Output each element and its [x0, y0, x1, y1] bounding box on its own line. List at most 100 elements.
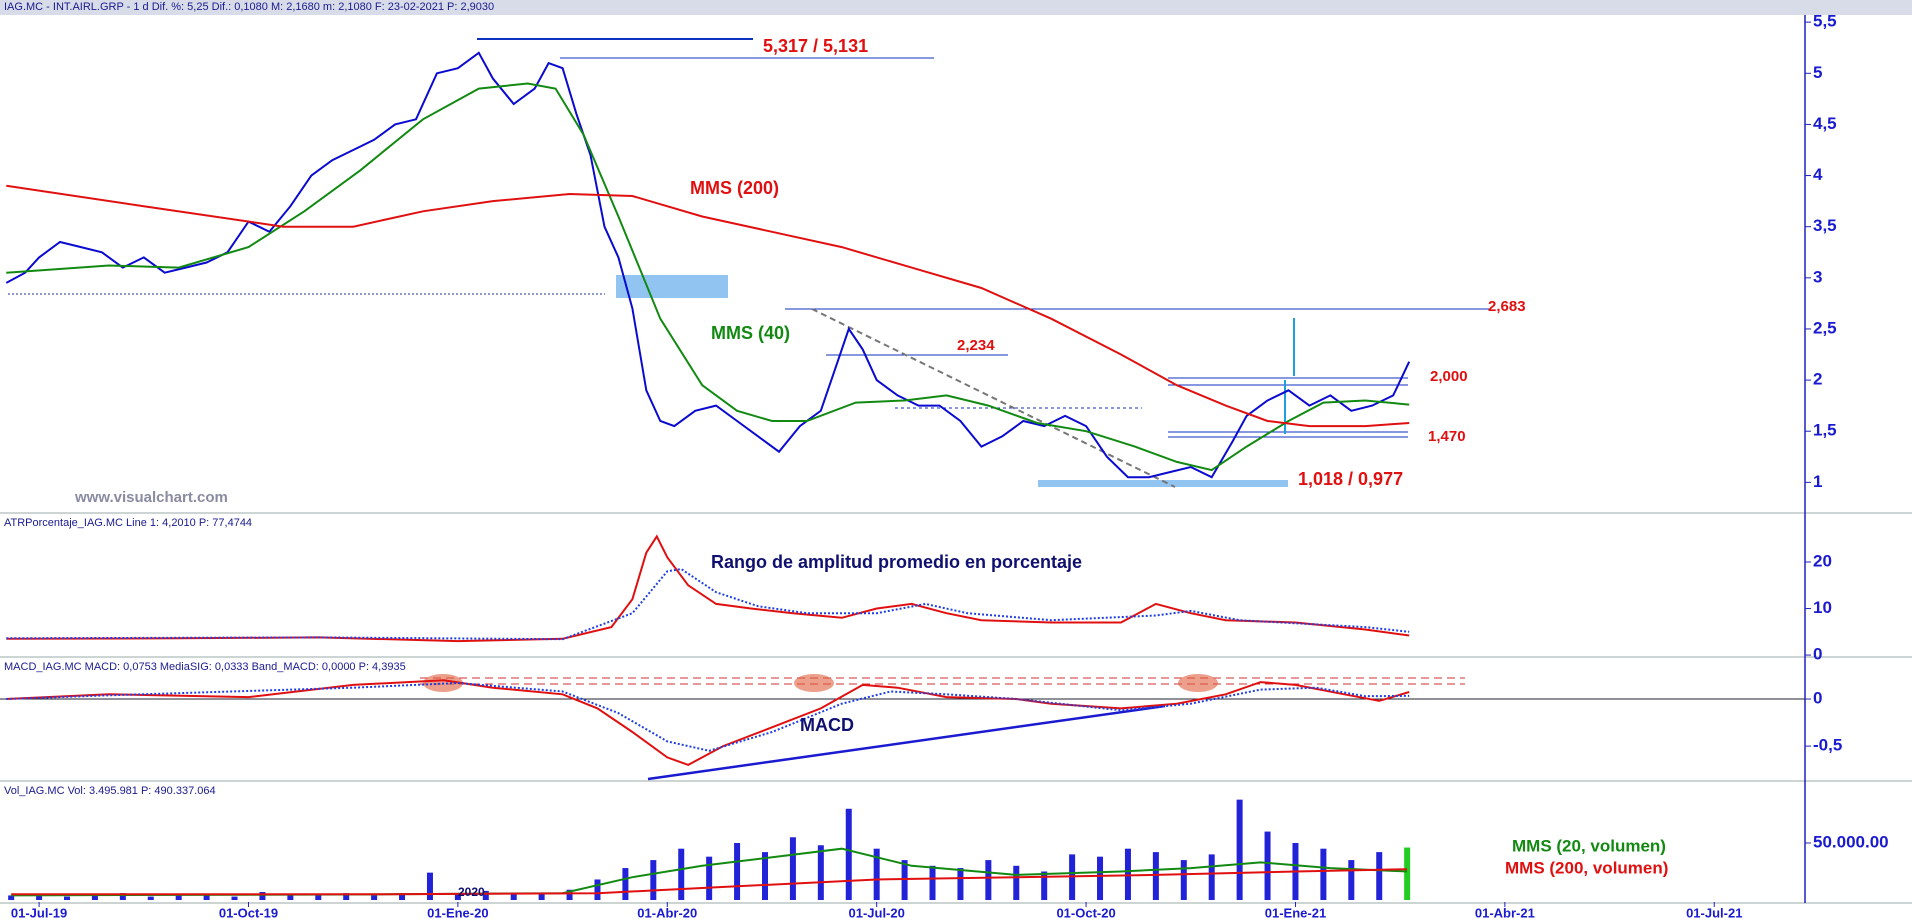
bar — [1013, 865, 1020, 901]
bar — [8, 895, 15, 901]
series-line — [6, 82, 1410, 472]
annotation: 5,317 / 5,131 — [763, 36, 868, 56]
bar — [845, 808, 852, 901]
annotation: MACD — [800, 715, 854, 735]
price-drawings — [8, 38, 1490, 488]
y-tick-label: -0,5 — [1813, 736, 1842, 755]
x-tick-label: 01-Abr-20 — [637, 905, 697, 920]
annotation: 2,000 — [1430, 368, 1468, 385]
bar — [566, 889, 573, 901]
annotation: MMS (40) — [711, 323, 790, 343]
bar — [454, 894, 461, 901]
panel-title: ATRPorcentaje_IAG.MC Line 1: 4,2010 P: 7… — [4, 517, 252, 529]
annotation: MMS (20, volumen) — [1512, 836, 1666, 855]
panel-title: Vol_IAG.MC Vol: 3.495.981 P: 490.337.064 — [4, 785, 216, 797]
bar — [1376, 852, 1383, 901]
bar — [929, 865, 936, 901]
bar — [706, 856, 713, 901]
y-tick-label: 4,5 — [1813, 114, 1837, 133]
y-tick-label: 0 — [1813, 689, 1822, 708]
bar — [371, 895, 378, 901]
bar — [1320, 848, 1327, 901]
y-tick-label: 4 — [1813, 165, 1823, 184]
panel-title: IAG.MC - INT.AIRL.GRP - 1 d Dif. %: 5,25… — [4, 1, 494, 13]
support-box — [1038, 480, 1288, 487]
series-line — [11, 868, 1408, 896]
y-tick-label: 5 — [1813, 63, 1822, 82]
bar — [678, 848, 685, 901]
annotation: MMS (200, volumen) — [1505, 858, 1668, 877]
bar — [1124, 848, 1131, 901]
bar — [426, 872, 433, 901]
bar — [119, 893, 126, 901]
y-tick-label: 10 — [1813, 598, 1832, 617]
x-tick-label: 01-Jul-20 — [848, 905, 904, 920]
annotation: www.visualchart.com — [74, 489, 228, 506]
bar — [622, 868, 629, 901]
bar — [650, 860, 657, 901]
bar — [817, 845, 824, 901]
x-tick-label: 01-Ene-20 — [427, 905, 488, 920]
bar — [91, 895, 98, 901]
bar — [594, 879, 601, 901]
header-band — [0, 0, 1912, 15]
bar — [287, 895, 294, 901]
series-line — [6, 184, 1410, 428]
bar — [1348, 860, 1355, 901]
bar — [64, 896, 71, 901]
y-tick-label: 0 — [1813, 645, 1822, 664]
y-tick-label: 5,5 — [1813, 12, 1837, 31]
bar — [957, 868, 964, 901]
bar — [343, 893, 350, 901]
bar — [985, 860, 992, 901]
bar — [147, 896, 154, 901]
bar — [259, 892, 266, 901]
bar — [901, 860, 908, 901]
x-tick-label: 01-Oct-19 — [219, 905, 278, 920]
annotation: 2,683 — [1488, 298, 1526, 315]
x-tick-label: 01-Jul-19 — [11, 905, 67, 920]
x-tick-label: 01-Oct-20 — [1056, 905, 1115, 920]
annotation: Rango de amplitud promedio en porcentaje — [711, 552, 1082, 572]
bar — [761, 852, 768, 901]
bar — [1264, 831, 1271, 901]
bar — [1097, 856, 1104, 901]
bar — [734, 842, 741, 901]
annotation: 1,470 — [1428, 428, 1466, 445]
panel-title: MACD_IAG.MC MACD: 0,0753 MediaSIG: 0,033… — [4, 661, 406, 673]
y-tick-label: 20 — [1813, 551, 1832, 570]
annotation: 2020 — [458, 885, 485, 899]
y-tick-label: 3 — [1813, 267, 1822, 286]
bar — [1208, 854, 1215, 901]
y-tick-label: 1,5 — [1813, 421, 1837, 440]
series-line — [6, 567, 1410, 641]
highlight — [794, 674, 834, 692]
bar — [315, 894, 322, 901]
annotation: MMS (200) — [690, 178, 779, 198]
bar — [231, 896, 238, 901]
bar — [510, 893, 517, 901]
bar — [399, 893, 406, 901]
highlight — [1178, 674, 1218, 692]
bar — [1041, 871, 1048, 901]
bar — [538, 894, 545, 901]
series-line — [5, 51, 1411, 479]
y-tick-label: 2,5 — [1813, 318, 1837, 337]
series-line — [6, 681, 1410, 752]
bar — [175, 895, 182, 901]
bar — [1180, 860, 1187, 901]
trend-line — [811, 308, 1176, 488]
bar — [1236, 799, 1243, 901]
bar — [36, 894, 43, 901]
trend-line — [647, 704, 1166, 781]
x-tick-label: 01-Ene-21 — [1265, 905, 1326, 920]
bar — [1152, 852, 1159, 901]
gap-box — [616, 275, 728, 298]
series-line — [6, 679, 1410, 766]
bar — [789, 837, 796, 901]
y-tick-label: 2 — [1813, 370, 1822, 389]
x-tick-label: 01-Abr-21 — [1475, 905, 1535, 920]
panel-borders — [0, 512, 1912, 904]
annotation: 1,018 / 0,977 — [1298, 469, 1403, 489]
